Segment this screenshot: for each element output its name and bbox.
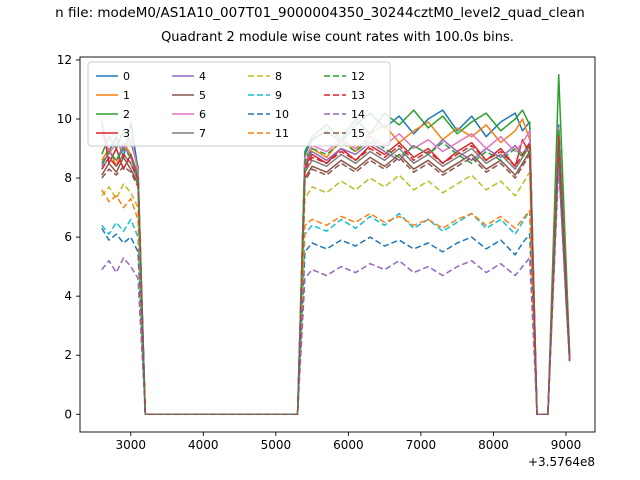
legend-entry-7: 7	[172, 127, 206, 140]
legend-entry-12: 12	[324, 70, 365, 83]
legend-entry-6: 6	[172, 108, 206, 121]
legend-entry-15: 15	[324, 127, 365, 140]
y-tick-label: 8	[64, 171, 72, 185]
legend-label: 12	[351, 70, 365, 83]
legend-entry-9: 9	[248, 89, 282, 102]
legend-entry-14: 14	[324, 108, 365, 121]
y-tick-label: 4	[64, 289, 72, 303]
x-tick-label: 3000	[116, 438, 147, 452]
legend-label: 0	[123, 70, 130, 83]
x-tick-label: 7000	[406, 438, 437, 452]
legend-entry-13: 13	[324, 89, 365, 102]
legend-label: 6	[199, 108, 206, 121]
legend-entry-3: 3	[96, 127, 130, 140]
legend-label: 14	[351, 108, 365, 121]
series-7-line	[101, 138, 571, 416]
legend-entry-5: 5	[172, 89, 206, 102]
legend-label: 8	[275, 70, 282, 83]
y-tick-label: 2	[64, 348, 72, 362]
x-tick-label: 4000	[188, 438, 219, 452]
axes-frame	[79, 56, 596, 433]
series-13-line	[101, 135, 571, 416]
figure-suptitle: n file: modeM0/AS1A10_007T01_9000004350_…	[55, 5, 585, 21]
legend-label: 9	[275, 89, 282, 102]
series-1-line	[101, 118, 571, 416]
series-12-line	[101, 130, 571, 416]
series-6-line	[101, 118, 571, 416]
series-5-line	[101, 141, 571, 416]
x-tick-label: 9000	[551, 438, 582, 452]
legend-label: 1	[123, 89, 130, 102]
legend-box	[87, 61, 391, 147]
series-8-line	[101, 147, 571, 416]
y-tick-label: 0	[64, 407, 72, 421]
legend-label: 7	[199, 127, 206, 140]
legend-entry-1: 1	[96, 89, 130, 102]
legend-label: 4	[199, 70, 206, 83]
axes-title: Quadrant 2 module wise count rates with …	[161, 30, 514, 45]
series-3-line	[101, 121, 571, 416]
legend-label: 2	[123, 108, 130, 121]
legend-label: 3	[123, 127, 130, 140]
legend-entry-8: 8	[248, 70, 282, 83]
legend-entry-11: 11	[248, 127, 289, 140]
legend-label: 11	[275, 127, 289, 140]
x-tick-label: 5000	[261, 438, 292, 452]
legend-label: 10	[275, 108, 289, 121]
x-axis-offset-label: +3.5764e8	[528, 455, 595, 469]
y-tick-label: 12	[57, 53, 72, 67]
legend-label: 15	[351, 127, 365, 140]
series-4-line	[101, 133, 571, 416]
y-tick-label: 6	[64, 230, 72, 244]
series-10-line	[101, 159, 571, 416]
series-9-line	[101, 153, 571, 416]
series-14-line	[101, 165, 571, 416]
legend-entry-0: 0	[96, 70, 130, 83]
legend-entry-2: 2	[96, 108, 130, 121]
series-15-line	[101, 144, 571, 416]
legend-entry-10: 10	[248, 108, 289, 121]
x-tick-label: 6000	[333, 438, 364, 452]
series-11-line	[101, 150, 571, 416]
y-tick-label: 10	[57, 112, 72, 126]
legend-entry-4: 4	[172, 70, 206, 83]
legend-label: 13	[351, 89, 365, 102]
x-tick-label: 8000	[478, 438, 509, 452]
legend-label: 5	[199, 89, 206, 102]
series-2-line	[101, 73, 571, 416]
